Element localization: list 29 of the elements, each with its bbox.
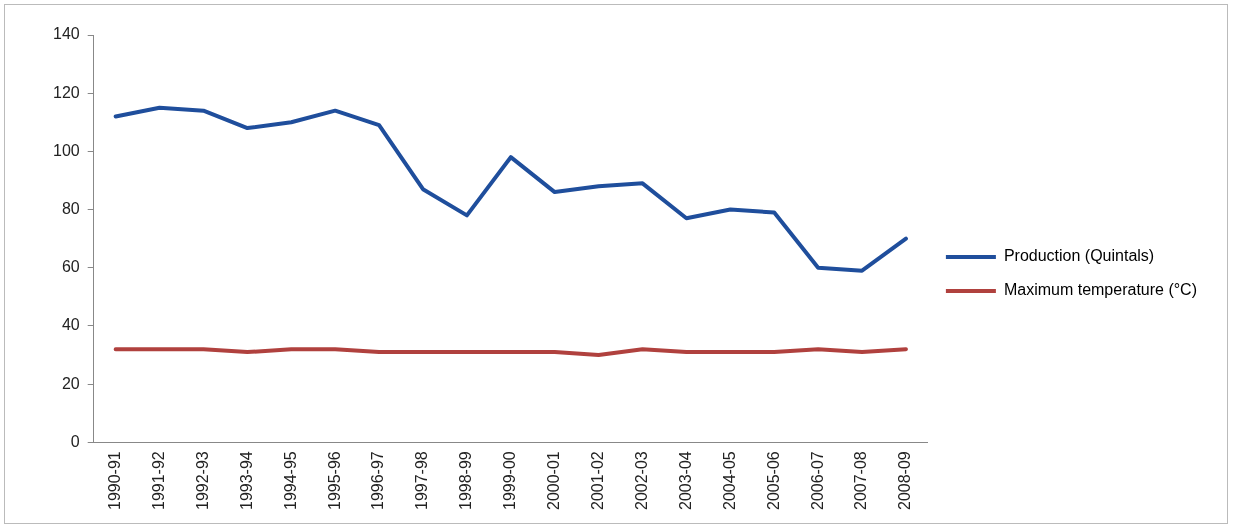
x-tick-label: 1995-96 [325, 451, 343, 510]
legend-label: Production (Quintals) [1003, 247, 1155, 265]
x-tick-label: 2006-07 [808, 451, 826, 510]
y-tick-label: 100 [52, 141, 80, 159]
x-tick-label: 1993-94 [237, 451, 255, 510]
x-tick-label: 1991-92 [149, 451, 167, 510]
y-tick-label: 60 [61, 258, 80, 276]
y-tick-label: 120 [52, 83, 80, 101]
y-tick-label: 20 [61, 374, 80, 392]
x-tick-label: 1996-97 [369, 451, 387, 510]
x-tick-label: 2007-08 [852, 451, 870, 510]
x-tick-label: 1994-95 [281, 451, 299, 510]
x-tick-label: 2005-06 [764, 451, 782, 510]
x-tick-label: 2000-01 [545, 451, 563, 510]
x-tick-label: 2002-03 [632, 451, 650, 510]
x-tick-label: 2004-05 [720, 451, 738, 510]
x-tick-label: 2001-02 [589, 451, 607, 510]
x-tick-label: 1997-98 [413, 451, 431, 510]
y-tick-label: 80 [61, 199, 80, 217]
y-tick-label: 0 [70, 432, 80, 450]
y-tick-label: 140 [52, 25, 80, 43]
x-tick-label: 1998-99 [457, 451, 475, 510]
x-tick-label: 2003-04 [676, 451, 694, 510]
y-tick-label: 40 [61, 316, 80, 334]
x-tick-label: 1990-91 [106, 451, 124, 510]
legend-label: Maximum temperature (°C) [1003, 281, 1198, 299]
x-tick-label: 1999-00 [501, 451, 519, 510]
x-tick-label: 1992-93 [193, 451, 211, 510]
x-tick-label: 2008-09 [896, 451, 914, 510]
